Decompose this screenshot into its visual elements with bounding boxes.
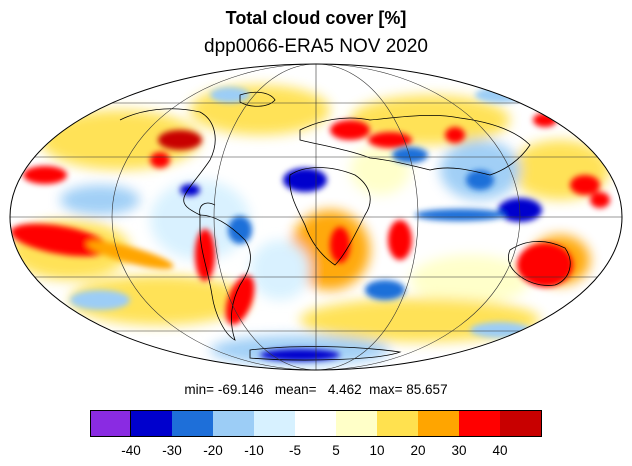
colorbar-tick-labels: -40 -30 -20 -10 -5 5 10 20 30 40 xyxy=(0,443,632,461)
colorbar-tick-label: 40 xyxy=(492,443,508,458)
max-value: 85.657 xyxy=(406,382,448,397)
colorbar-box xyxy=(131,410,173,437)
colorbar-tick-label: -5 xyxy=(288,443,302,458)
colorbar-tick-label: -40 xyxy=(121,443,141,458)
colorbar-box xyxy=(295,410,337,437)
min-value: -69.146 xyxy=(217,382,264,397)
mean-value: 4.462 xyxy=(327,382,362,397)
max-label: max= xyxy=(369,382,403,397)
map-border xyxy=(9,63,623,371)
colorbar-box xyxy=(90,410,131,437)
colorbar-tick-label: -20 xyxy=(203,443,223,458)
graticule xyxy=(10,64,622,370)
colorbar-box xyxy=(213,410,255,437)
cloud-cover-difference-map xyxy=(9,63,623,371)
colorbar-box xyxy=(459,410,501,437)
colorbar-tick-label: -30 xyxy=(162,443,182,458)
colorbar-box xyxy=(377,410,419,437)
colorbar-tick-label: 10 xyxy=(369,443,385,458)
colorbar-tick-label: -10 xyxy=(244,443,264,458)
colorbar-box xyxy=(336,410,378,437)
colorbar-tick-label: 30 xyxy=(451,443,467,458)
statistics-line: min= -69.146 mean= 4.462 max= 85.657 xyxy=(0,382,632,397)
colorbar-box xyxy=(500,410,542,437)
min-label: min= xyxy=(184,382,215,397)
mean-label: mean= xyxy=(274,382,317,397)
colorbar-tick-label: 20 xyxy=(410,443,426,458)
map-subtitle: dpp0066-ERA5 NOV 2020 xyxy=(204,36,428,57)
colorbar-box xyxy=(418,410,460,437)
colorbar-box xyxy=(254,410,296,437)
colorbar-box xyxy=(172,410,214,437)
map-title: Total cloud cover [%] xyxy=(225,8,407,28)
colorbar-tick-label: 5 xyxy=(332,443,340,458)
